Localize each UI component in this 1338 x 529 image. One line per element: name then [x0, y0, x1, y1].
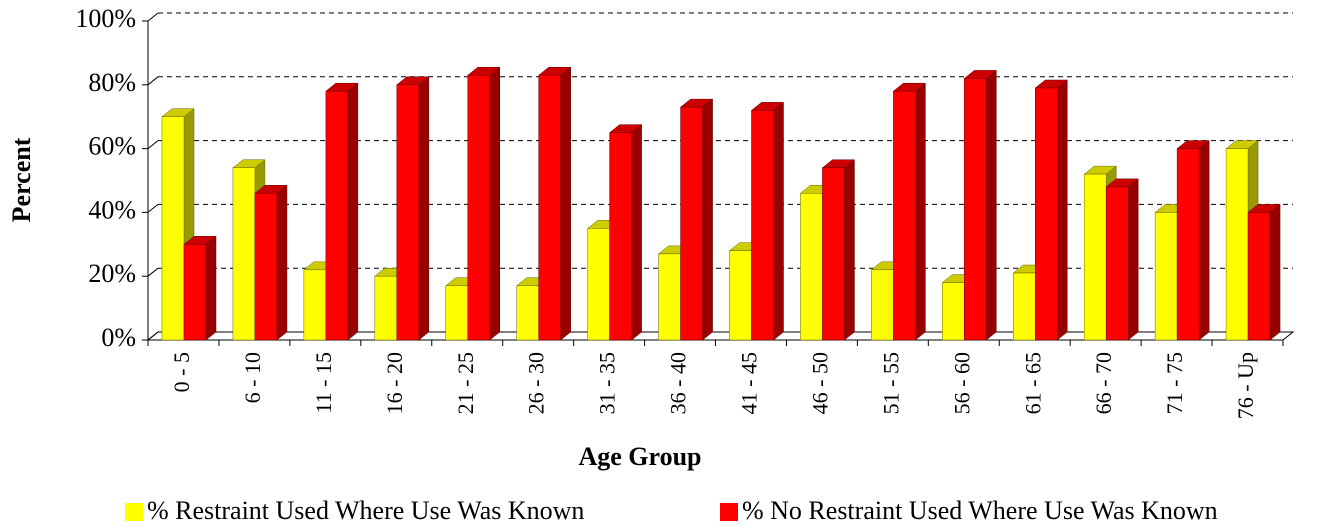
x-tick-label: 66 - 70 [1091, 352, 1116, 414]
bar [232, 167, 256, 341]
x-tick-label: 16 - 20 [382, 352, 407, 414]
legend-swatch [125, 503, 143, 521]
bar [893, 90, 916, 341]
bar [587, 228, 610, 341]
x-tick-label: 31 - 35 [595, 352, 620, 414]
bar-side [347, 82, 359, 341]
bar [1225, 148, 1249, 341]
y-tick-label: 100% [75, 4, 136, 33]
bar [1083, 173, 1107, 341]
x-tick-label: 76 - Up [1233, 352, 1258, 419]
wall-tick [147, 267, 159, 277]
bar [658, 253, 681, 341]
x-axis-label: Age Group [578, 442, 701, 471]
x-tick-label: 51 - 55 [878, 352, 903, 414]
bar-side [915, 82, 926, 341]
x-tick-label: 46 - 50 [807, 352, 832, 414]
bar [374, 275, 398, 341]
bar-side [1198, 140, 1210, 341]
bar [516, 285, 539, 341]
bar [1035, 87, 1058, 341]
x-tick-label: 36 - 40 [666, 352, 691, 414]
legend-swatch [720, 503, 738, 521]
bar-side [489, 66, 500, 341]
x-tick-label: 56 - 60 [949, 352, 974, 414]
bar [800, 193, 823, 341]
y-axis-label: Percent [7, 137, 36, 222]
bar [467, 74, 490, 341]
bar-side [1269, 203, 1281, 341]
bar [1105, 186, 1129, 341]
x-tick-label: 71 - 75 [1162, 352, 1187, 414]
x-tick-label: 11 - 15 [311, 352, 336, 414]
bar [303, 269, 327, 341]
bar-side [986, 69, 997, 341]
bar-side [631, 124, 642, 341]
x-tick-label: 6 - 10 [240, 352, 265, 403]
bar-side [560, 66, 571, 341]
legend-label: % No Restraint Used Where Use Was Known [742, 496, 1218, 525]
wall-tick [147, 76, 159, 86]
wall-tick [147, 331, 159, 341]
x-tick-label: 41 - 45 [737, 352, 762, 414]
y-tick-label: 20% [88, 259, 136, 288]
x-tick-label: 26 - 30 [524, 352, 549, 414]
bar-side [702, 98, 713, 341]
bar [822, 167, 845, 341]
bar-side [844, 159, 855, 341]
bar [445, 285, 468, 341]
bar [871, 269, 894, 341]
bar [751, 110, 774, 341]
x-tick-label: 61 - 65 [1020, 352, 1045, 414]
bar [1247, 212, 1271, 341]
bar [680, 106, 703, 341]
bar-side [1127, 178, 1139, 341]
bar [396, 84, 420, 341]
bar [1013, 272, 1036, 341]
bar [964, 78, 987, 341]
bar [1154, 212, 1178, 341]
bar [183, 244, 207, 341]
bar [942, 282, 965, 341]
y-tick-label: 40% [88, 195, 136, 224]
bar-side [1057, 79, 1068, 341]
bar [161, 116, 185, 341]
bar [1176, 148, 1200, 341]
bar [254, 193, 278, 341]
bar-side [205, 235, 217, 341]
y-tick-label: 60% [88, 132, 136, 161]
wall-tick [147, 204, 159, 213]
wall-tick [147, 12, 159, 22]
bar [325, 90, 349, 341]
y-tick-label: 80% [88, 68, 136, 97]
wall-tick [147, 140, 159, 149]
bar [538, 74, 561, 341]
y-tick-label: 0% [101, 323, 136, 352]
bar [609, 132, 632, 341]
x-tick-label: 21 - 25 [453, 352, 478, 414]
bar-side [276, 184, 288, 341]
bar-side [773, 101, 784, 341]
x-tick-label: 0 - 5 [169, 352, 194, 392]
legend-label: % Restraint Used Where Use Was Known [147, 496, 584, 525]
bar-side [418, 76, 430, 341]
bar [729, 250, 752, 341]
